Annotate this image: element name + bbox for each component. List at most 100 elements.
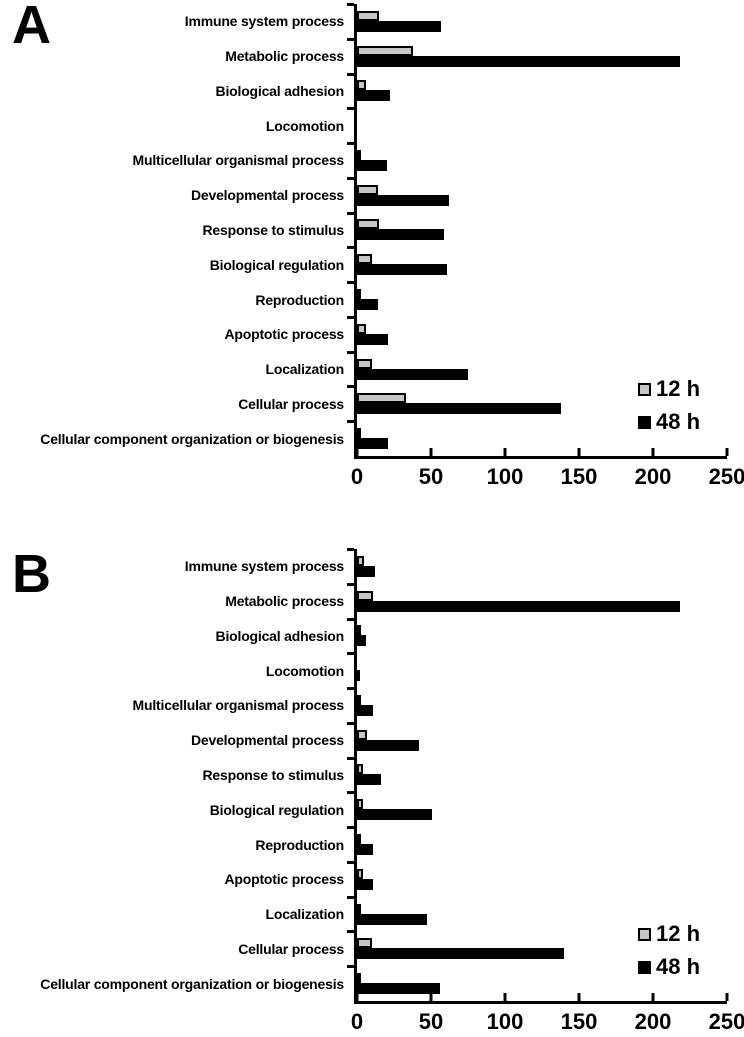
category-label: Locomotion	[265, 662, 344, 679]
category-bars	[347, 791, 727, 828]
category-row: Multicellular organismal process	[0, 142, 727, 178]
category-bars	[347, 756, 727, 793]
bar-12h	[357, 219, 380, 230]
bar-48h	[357, 299, 378, 310]
category-row: Biological adhesion	[0, 72, 727, 109]
panel-b-legend: 12 h 48 h	[638, 923, 700, 978]
category-row: Response to stimulus	[0, 211, 727, 248]
category-bars	[347, 582, 727, 619]
legend-item-12h: 12 h	[638, 923, 700, 945]
panel-a-letter: A	[12, 0, 51, 55]
bar-48h	[357, 229, 445, 241]
category-row: Biological adhesion	[0, 617, 727, 654]
category-bars	[347, 420, 727, 456]
category-row: Cellular process	[0, 385, 727, 422]
category-row: Locomotion	[0, 652, 727, 689]
bar-48h	[357, 264, 448, 276]
panel-a-bar-rows: Immune system process Metabolic process Bi…	[0, 3, 727, 456]
category-label: Localization	[265, 906, 345, 923]
bar-12h	[357, 764, 363, 775]
legend-item-48h: 48 h	[638, 956, 700, 978]
category-row: Metabolic process	[0, 37, 727, 74]
bar-48h	[357, 565, 375, 577]
panel-b-letter: B	[12, 544, 51, 604]
legend-item-12h: 12 h	[638, 378, 700, 400]
bar-12h	[357, 729, 368, 740]
x-axis-tick	[503, 448, 507, 456]
x-axis-tick	[429, 448, 433, 456]
bar-12h	[357, 10, 380, 21]
category-label: Developmental process	[191, 187, 344, 204]
x-axis-tick-label: 150	[560, 464, 598, 489]
category-row: Immune system process	[0, 3, 727, 39]
bar-12h	[357, 254, 372, 265]
category-label: Cellular process	[238, 395, 344, 412]
category-row: Cellular component organization or bioge…	[0, 965, 727, 1001]
bar-12h	[357, 938, 372, 949]
category-bars	[347, 142, 727, 178]
legend-swatch-12h	[638, 382, 651, 396]
category-label: Apoptotic process	[224, 326, 344, 343]
bar-12h	[357, 799, 363, 810]
category-bars	[347, 385, 727, 422]
panel-a-plot: Immune system process Metabolic process Bi…	[0, 3, 744, 492]
category-label: Immune system process	[184, 558, 344, 575]
category-bars	[347, 687, 727, 723]
bar-12h	[357, 80, 366, 91]
category-bars	[347, 72, 727, 109]
x-axis-tick	[503, 993, 507, 1001]
panel-b-plot: Immune system process Metabolic process Bi…	[0, 548, 744, 1037]
bar-48h	[357, 20, 442, 32]
bar-12h	[357, 973, 361, 984]
bar-48h	[357, 704, 374, 716]
category-row: Apoptotic process	[0, 860, 727, 897]
category-bars	[347, 860, 727, 897]
category-label: Localization	[265, 361, 345, 378]
bar-12h	[357, 590, 374, 601]
bar-48h	[357, 635, 366, 647]
x-axis-tick-label: 50	[418, 464, 444, 489]
x-axis-tick-label: 250	[708, 1009, 744, 1034]
panel-b-x-axis: 0 50 100 150 200 250	[351, 993, 744, 1037]
category-label: Cellular process	[238, 940, 344, 957]
bar-12h	[357, 323, 366, 334]
bar-48h	[357, 844, 374, 855]
bar-48h	[357, 878, 374, 890]
x-axis-tick	[725, 448, 729, 456]
category-row: Developmental process	[0, 176, 727, 213]
category-label: Metabolic process	[225, 593, 344, 610]
panel-b-x-scale: 0 50 100 150 200 250	[351, 993, 744, 1037]
bar-12h	[357, 868, 363, 879]
category-label: Reproduction	[255, 836, 344, 853]
category-row: Multicellular organismal process	[0, 687, 727, 723]
category-bars	[347, 826, 727, 862]
x-axis-tick-label: 0	[350, 1009, 364, 1034]
category-bars	[347, 548, 727, 584]
bar-48h	[357, 90, 390, 102]
panel-a-legend: 12 h 48 h	[638, 378, 700, 433]
category-row: Metabolic process	[0, 582, 727, 619]
panel-b: B Immune system process Metabolic process…	[0, 544, 744, 1037]
x-axis-tick	[355, 993, 359, 1001]
category-bars	[347, 965, 727, 1001]
bar-12h	[357, 555, 365, 566]
category-bars	[347, 315, 727, 352]
legend-label-12h: 12 h	[656, 376, 701, 401]
bar-48h	[357, 913, 427, 925]
bar-48h	[357, 948, 565, 960]
bar-12h	[357, 625, 362, 636]
legend-swatch-12h	[638, 927, 651, 941]
x-axis-tick-label: 150	[560, 1009, 598, 1034]
category-label: Biological adhesion	[215, 82, 345, 99]
category-label: Cellular component organization or bioge…	[40, 975, 344, 992]
category-row: Developmental process	[0, 721, 727, 758]
bar-12h	[357, 393, 406, 404]
category-bars	[347, 3, 727, 39]
x-axis-tick-label: 50	[418, 1009, 444, 1034]
legend-label-12h: 12 h	[656, 921, 701, 946]
x-axis-tick	[725, 993, 729, 1001]
category-label: Multicellular organismal process	[132, 152, 345, 169]
category-row: Cellular process	[0, 930, 727, 967]
category-label: Biological regulation	[209, 256, 344, 273]
